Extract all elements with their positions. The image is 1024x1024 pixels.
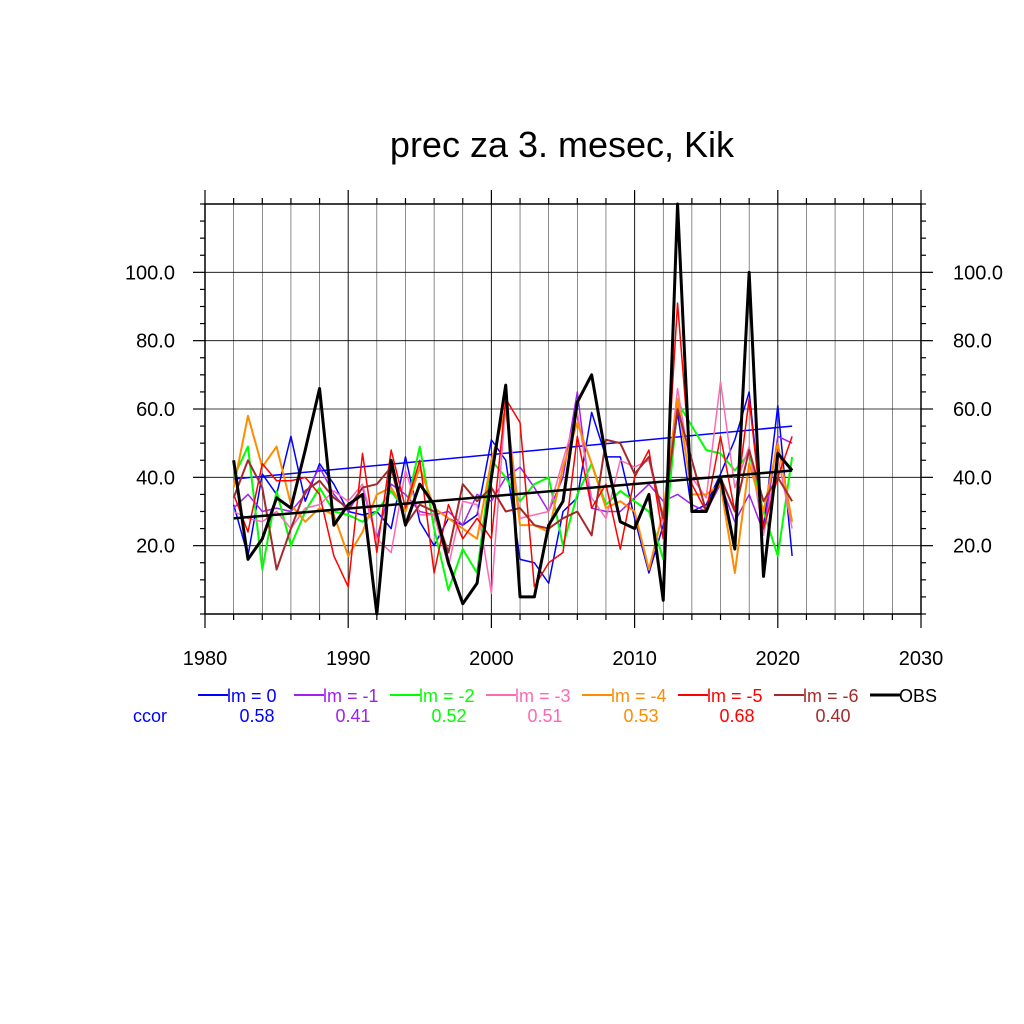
plot-series bbox=[232, 202, 794, 616]
y-tick-label-right: 80.0 bbox=[953, 331, 992, 353]
ccor-value: 0.40 bbox=[815, 706, 850, 726]
ccor-value: 0.53 bbox=[623, 706, 658, 726]
legend-label: lm = -1 bbox=[323, 686, 379, 706]
x-tick-label: 1980 bbox=[183, 648, 228, 670]
x-tick-label: 2030 bbox=[899, 648, 944, 670]
legend-item: lm = -10.41 bbox=[294, 686, 379, 726]
ccor-value: 0.68 bbox=[719, 706, 754, 726]
legend-item: lm = 00.58 bbox=[198, 686, 277, 726]
legend-label: lm = -6 bbox=[803, 686, 859, 706]
x-tick-label: 1990 bbox=[326, 648, 371, 670]
x-tick-label: 2020 bbox=[756, 648, 801, 670]
ccor-label: ccor bbox=[133, 706, 167, 726]
y-tick-label-left: 40.0 bbox=[136, 467, 175, 489]
y-tick-label-right: 60.0 bbox=[953, 399, 992, 421]
ccor-value: 0.41 bbox=[335, 706, 370, 726]
legend-label: lm = -2 bbox=[419, 686, 475, 706]
chart-title: prec za 3. mesec, Kik bbox=[390, 124, 735, 165]
legend-item: lm = -50.68 bbox=[678, 686, 763, 726]
legend-item: lm = -30.51 bbox=[486, 686, 571, 726]
y-tick-label-left: 80.0 bbox=[136, 331, 175, 353]
legend-label: lm = -3 bbox=[515, 686, 571, 706]
legend-item: lm = -20.52 bbox=[390, 686, 475, 726]
axis-ticks: 1980 1990 2000 2010 2020 2030 20.0 20.0 40.0 40.0… bbox=[125, 190, 1003, 670]
x-tick-label: 2000 bbox=[469, 648, 514, 670]
legend-label: lm = -5 bbox=[707, 686, 763, 706]
y-tick-label-right: 40.0 bbox=[953, 467, 992, 489]
legend-label: OBS bbox=[899, 686, 937, 706]
y-tick-label-left: 60.0 bbox=[136, 399, 175, 421]
legend-item: lm = -40.53 bbox=[582, 686, 667, 726]
y-tick-label-left: 20.0 bbox=[136, 536, 175, 558]
ccor-value: 0.51 bbox=[527, 706, 562, 726]
trend-line-obs bbox=[233, 469, 793, 520]
ccor-value: 0.58 bbox=[239, 706, 274, 726]
y-tick-label-right: 100.0 bbox=[953, 262, 1003, 284]
grid bbox=[204, 204, 922, 614]
x-tick-label: 2010 bbox=[612, 648, 657, 670]
ccor-value: 0.52 bbox=[431, 706, 466, 726]
legend-label: lm = 0 bbox=[227, 686, 277, 706]
legend-item: OBS bbox=[870, 686, 937, 706]
legend-item: lm = -60.40 bbox=[774, 686, 859, 726]
y-tick-label-left: 100.0 bbox=[125, 262, 175, 284]
y-tick-label-right: 20.0 bbox=[953, 536, 992, 558]
series-line-obs bbox=[232, 202, 794, 616]
series-line-lm-5 bbox=[232, 302, 793, 588]
legend-label: lm = -4 bbox=[611, 686, 667, 706]
